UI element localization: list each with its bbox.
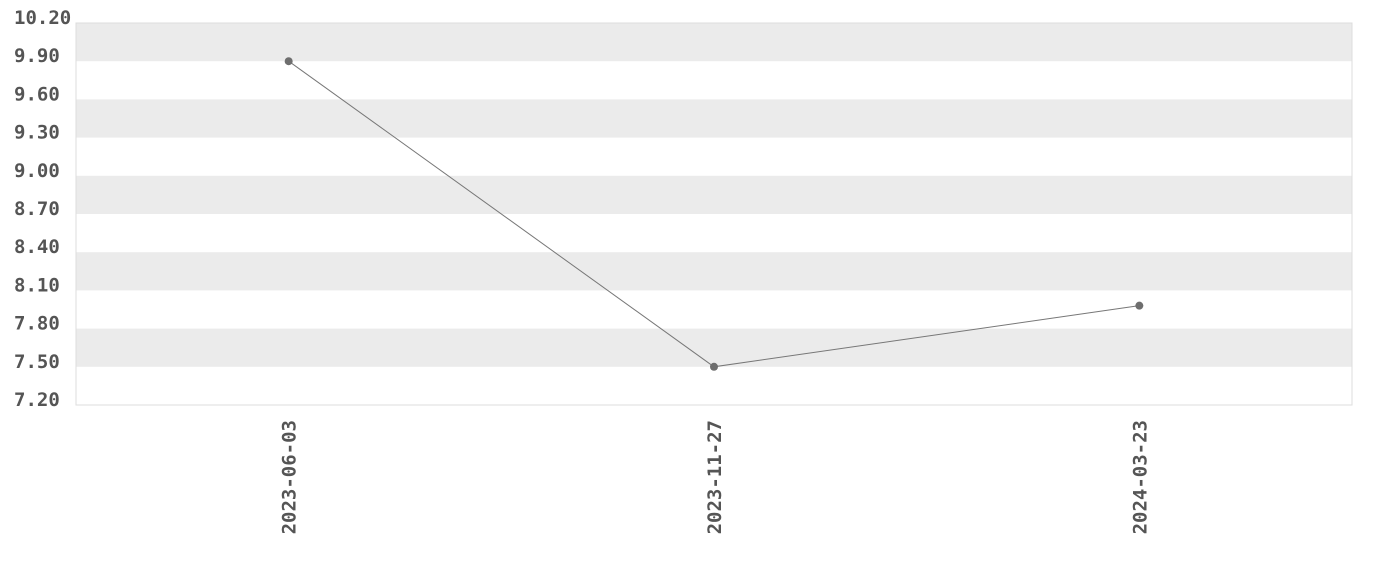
grid-band [76, 99, 1352, 138]
data-point [284, 57, 293, 66]
x-tick-label: 2024-03-23 [1129, 420, 1151, 534]
y-tick-label: 8.70 [14, 198, 60, 220]
grid-band [76, 328, 1352, 367]
y-tick-label: 9.00 [14, 160, 60, 182]
data-point [1135, 301, 1144, 310]
plot-border [75, 22, 1353, 406]
y-tick-label: 9.60 [14, 83, 60, 105]
y-tick-label: 9.30 [14, 122, 60, 144]
x-tick-label: 2023-11-27 [704, 420, 726, 534]
y-tick-label: 9.90 [14, 45, 60, 67]
y-tick-label: 7.50 [14, 351, 60, 373]
y-tick-label: 7.80 [14, 313, 60, 335]
y-tick-label: 8.40 [14, 236, 60, 258]
y-tick-label: 10.20 [14, 7, 71, 29]
grid-band [76, 23, 1352, 62]
grid-band [76, 175, 1352, 214]
data-point [710, 362, 718, 371]
y-tick-label: 7.20 [14, 389, 60, 411]
y-tick-label: 8.10 [14, 274, 60, 296]
x-tick-label: 2023-06-03 [279, 420, 301, 534]
grid-band [76, 252, 1352, 291]
